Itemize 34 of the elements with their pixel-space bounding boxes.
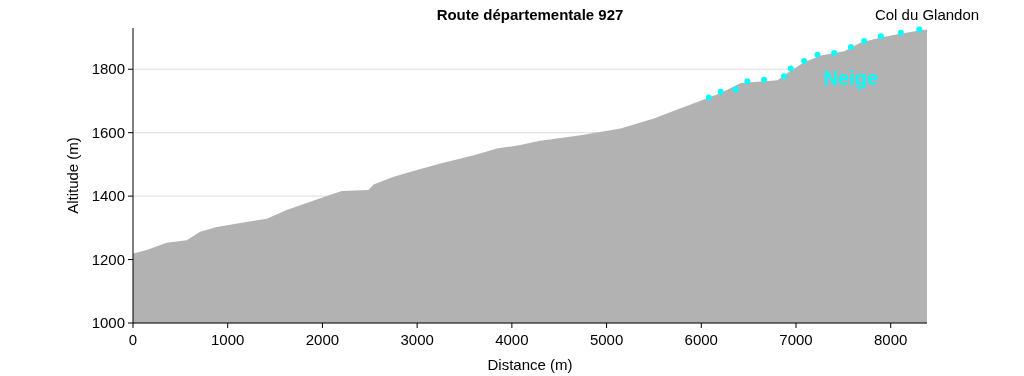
x-tick-label: 0 (128, 331, 138, 348)
point (847, 44, 854, 51)
point (787, 65, 794, 72)
point (801, 57, 808, 64)
point (831, 50, 838, 57)
series-label: Neige (823, 67, 879, 90)
x-tick-label: 8000 (874, 331, 908, 348)
y-tick-label: 1000 (91, 314, 125, 332)
x-tick-label: 3000 (400, 331, 434, 348)
point (705, 94, 712, 101)
point (761, 76, 768, 83)
x-tick-label: 7000 (779, 331, 813, 348)
x-tick-label: 5000 (589, 331, 624, 348)
point (744, 78, 751, 85)
point (732, 86, 739, 93)
x-tick-label: 2000 (305, 331, 340, 348)
point (897, 29, 904, 36)
point (916, 26, 923, 33)
point (717, 88, 724, 95)
x-tick-label: 1000 (211, 331, 245, 348)
chart-title: Route départementale 927 (436, 6, 624, 23)
y-axis-title: Altitude (m) (64, 137, 81, 214)
y-tick-label: 1800 (91, 60, 125, 78)
point (861, 38, 868, 45)
x-tick-label: 4000 (495, 331, 529, 348)
point (814, 51, 821, 58)
annotation: Col du Glandon (874, 5, 980, 23)
x-axis-title: Distance (m) (487, 356, 573, 373)
y-tick-label: 1200 (91, 250, 125, 268)
y-tick-label: 1400 (91, 187, 125, 205)
point (781, 73, 788, 80)
x-tick-label: 6000 (684, 331, 718, 348)
y-tick-label: 1600 (91, 123, 125, 141)
point (877, 33, 884, 40)
